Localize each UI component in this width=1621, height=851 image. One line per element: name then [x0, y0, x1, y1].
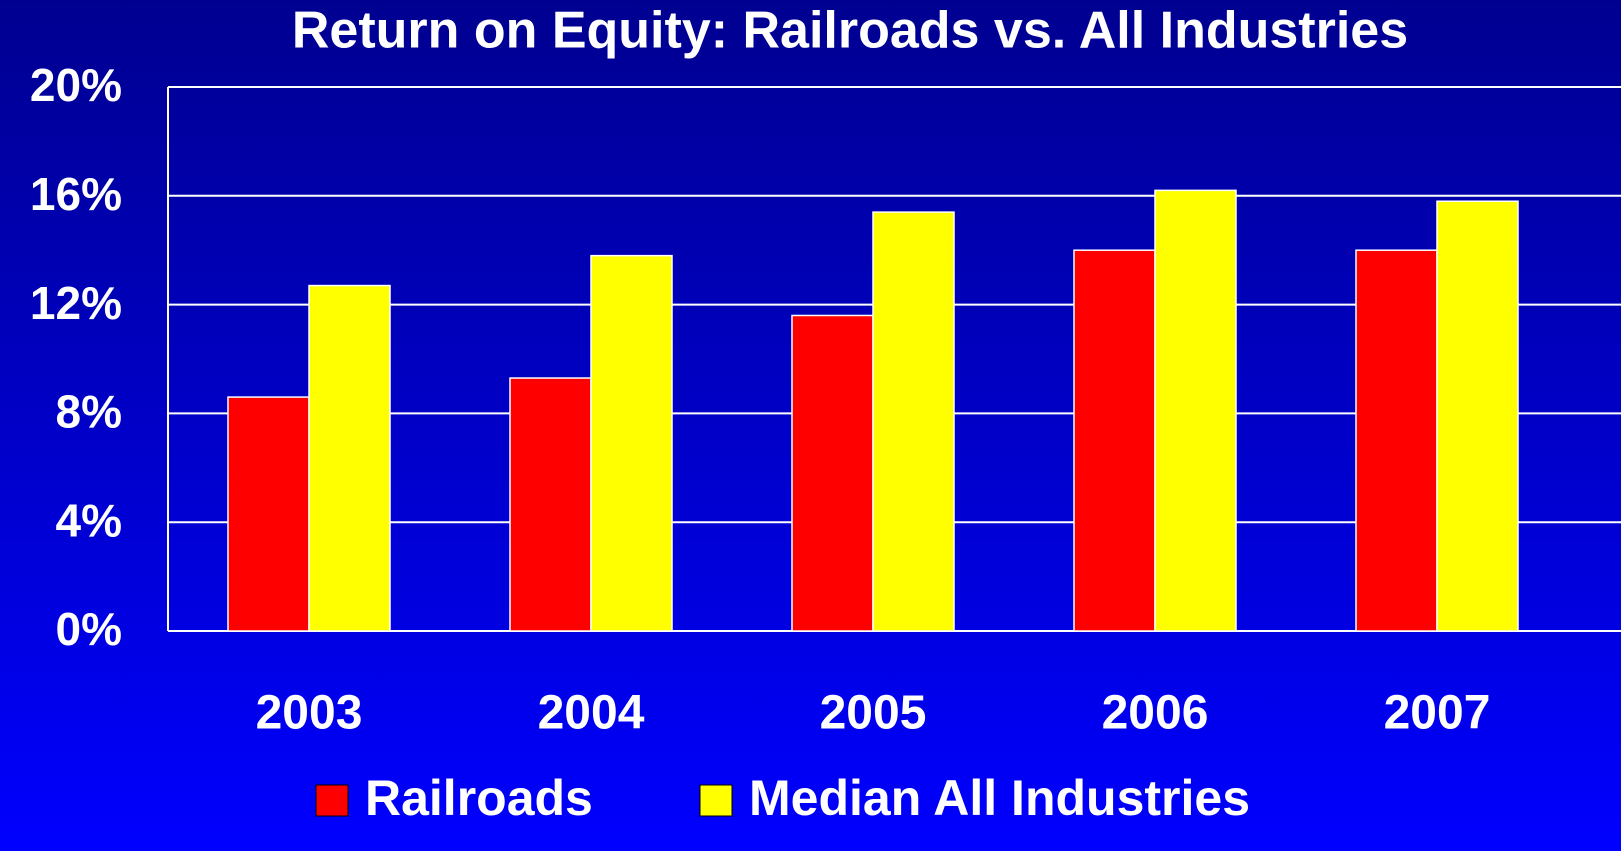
x-tick-label: 2003	[256, 687, 363, 740]
bar	[590, 254, 673, 632]
y-tick-label: 4%	[56, 494, 122, 546]
legend-label: Median All Industries	[749, 770, 1250, 826]
bar	[227, 396, 310, 632]
y-tick-label: 0%	[56, 603, 122, 655]
legend-swatch	[699, 784, 733, 817]
chart-title: Return on Equity: Railroads vs. All Indu…	[292, 2, 1408, 60]
bar	[1073, 249, 1156, 632]
bar	[1436, 200, 1519, 632]
y-tick-label: 8%	[56, 386, 122, 438]
x-tick-label: 2007	[1384, 687, 1491, 740]
bar	[308, 284, 391, 632]
y-tick-label: 20%	[30, 59, 122, 111]
bar	[1355, 249, 1438, 632]
x-tick-label: 2005	[820, 687, 927, 740]
x-tick-label: 2004	[538, 687, 645, 740]
legend-label: Railroads	[365, 770, 593, 826]
bar	[1154, 189, 1237, 632]
bar	[872, 211, 955, 632]
bar	[509, 377, 592, 632]
legend-swatch	[315, 784, 349, 817]
bar	[791, 314, 874, 632]
x-tick-label: 2006	[1102, 687, 1209, 740]
y-tick-label: 12%	[30, 277, 122, 329]
y-tick-label: 16%	[30, 168, 122, 220]
